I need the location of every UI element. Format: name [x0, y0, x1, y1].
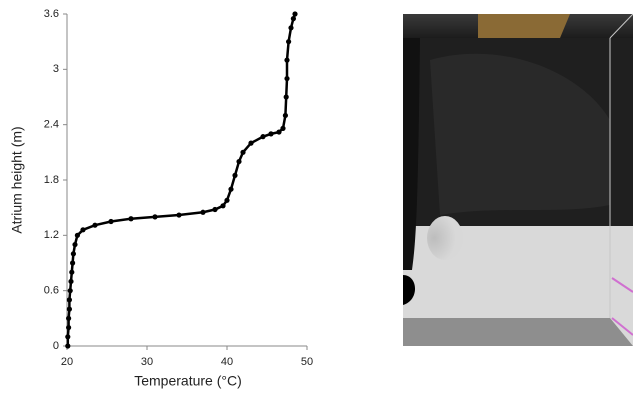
data-point	[284, 75, 290, 82]
data-point	[66, 297, 72, 303]
data-point	[66, 306, 72, 312]
smoke-shade	[430, 53, 610, 215]
data-point	[70, 251, 76, 257]
simulation-image	[403, 13, 633, 346]
data-point	[128, 216, 134, 222]
data-point	[92, 222, 98, 228]
profile-line	[66, 13, 297, 346]
data-point	[280, 125, 286, 131]
data-point	[232, 172, 238, 178]
x-axis-label: Temperature (°C)	[134, 373, 242, 389]
y-axis-label: Atrium height (m)	[9, 126, 25, 233]
data-point	[212, 206, 218, 213]
data-point	[284, 57, 290, 63]
data-point	[260, 134, 266, 140]
x-tick-label: 30	[141, 356, 153, 368]
data-point	[176, 212, 182, 218]
data-point	[228, 186, 234, 192]
data-point	[152, 214, 158, 220]
opening-edge	[611, 277, 633, 293]
ceiling-vent	[478, 14, 570, 38]
data-point	[276, 129, 282, 135]
data-point	[292, 11, 298, 17]
y-tick-label: 3	[53, 63, 59, 75]
y-tick-label: 0.6	[44, 285, 59, 297]
data-point	[282, 112, 288, 119]
opening-edge	[611, 317, 633, 336]
data-point	[67, 288, 73, 294]
data-point	[236, 158, 242, 165]
data-point	[220, 203, 226, 209]
x-tick-label: 50	[301, 356, 313, 368]
y-tick-label: 3.6	[44, 8, 59, 20]
data-point	[69, 269, 75, 275]
data-point	[268, 131, 274, 137]
x-tick-label: 40	[221, 356, 233, 368]
data-point	[224, 197, 230, 203]
inlet-jet	[403, 275, 416, 305]
x-tick-label: 20	[61, 356, 73, 368]
data-point	[248, 140, 254, 146]
plume	[427, 216, 463, 260]
y-tick-label: 1.2	[44, 229, 59, 241]
data-point	[286, 39, 292, 45]
data-point	[108, 218, 114, 225]
data-point	[66, 324, 72, 331]
data-point	[65, 334, 71, 340]
floor	[403, 318, 633, 346]
data-point	[283, 94, 289, 100]
wall-plume	[403, 38, 420, 270]
data-point	[288, 25, 294, 31]
wall-edge	[609, 13, 633, 39]
data-point	[74, 232, 80, 238]
data-point	[68, 278, 74, 285]
y-tick-label: 0	[53, 340, 59, 352]
data-point	[66, 315, 72, 321]
data-point	[65, 343, 71, 349]
data-point	[72, 241, 78, 248]
y-tick-label: 2.4	[44, 119, 59, 131]
data-point	[80, 227, 86, 233]
data-point	[200, 209, 206, 215]
data-point	[240, 149, 246, 155]
y-tick-label: 1.8	[44, 174, 59, 186]
data-point	[290, 16, 296, 22]
data-point	[70, 260, 76, 266]
